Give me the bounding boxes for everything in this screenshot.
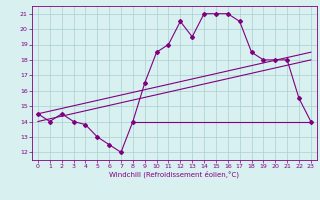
X-axis label: Windchill (Refroidissement éolien,°C): Windchill (Refroidissement éolien,°C) [109,171,239,178]
